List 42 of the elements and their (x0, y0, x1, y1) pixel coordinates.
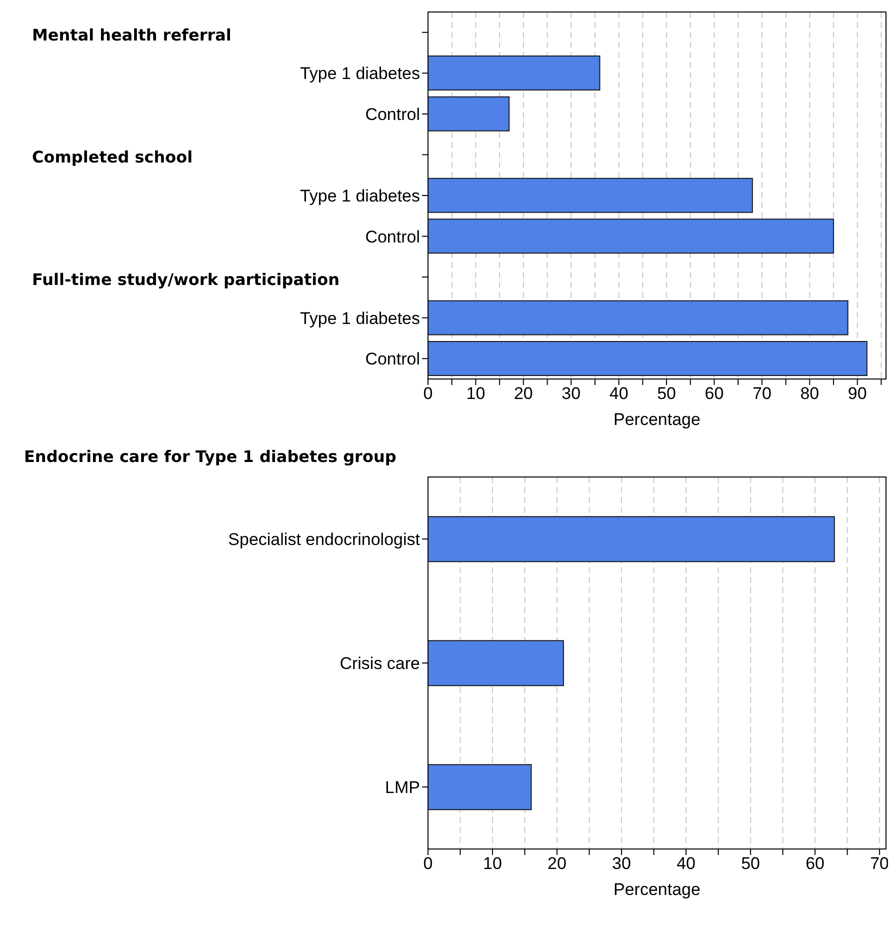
bar (428, 218, 834, 254)
bar (428, 764, 532, 810)
x-tick-label: 20 (548, 854, 566, 874)
x-tick-label: 10 (466, 384, 486, 404)
x-tick-label: 40 (676, 854, 696, 874)
x-tick-label: 80 (800, 384, 820, 404)
bar (428, 56, 600, 91)
x-tick-label: 40 (609, 384, 628, 404)
bar (428, 300, 848, 336)
y-tick-label: LMP (385, 778, 420, 797)
x-tick-label: 90 (848, 384, 867, 404)
y-tick-label: Control (365, 350, 420, 369)
x-tick-label: 70 (752, 384, 772, 404)
y-tick-label: Specialist endocrinologist (228, 530, 420, 549)
text: Full-time study/work participation (32, 270, 340, 290)
x-tick-label: 0 (423, 384, 433, 404)
y-tick-label: Control (365, 104, 420, 124)
bar (428, 96, 510, 132)
bar (428, 516, 835, 562)
y-tick-label: Control (365, 227, 420, 246)
x-tick-label: 30 (612, 854, 631, 874)
y-tick-label: Crisis care (340, 654, 420, 673)
x-tick-label: 0 (423, 854, 433, 874)
x-tick-label: 30 (562, 384, 581, 404)
x-axis-title: Percentage (614, 880, 700, 899)
text: Completed school (32, 148, 193, 167)
x-axis-title: Percentage (614, 410, 700, 429)
y-tick-label: Type 1 diabetes (300, 186, 420, 206)
y-tick-label: Type 1 diabetes (300, 64, 420, 84)
x-tick-label: 50 (657, 384, 676, 404)
y-tick-label: Type 1 diabetes (300, 308, 420, 328)
x-tick-label: 70 (870, 854, 890, 874)
x-tick-label: 20 (514, 384, 533, 404)
x-tick-label: 50 (741, 854, 760, 874)
bar (428, 178, 753, 213)
text: Endocrine care for Type 1 diabetes group (23, 446, 398, 468)
bar (428, 640, 564, 686)
x-tick-label: 10 (483, 854, 502, 874)
bar (428, 340, 868, 376)
x-tick-label: 60 (704, 384, 724, 404)
x-tick-label: 60 (806, 854, 825, 874)
text: Mental health referral (32, 25, 232, 44)
